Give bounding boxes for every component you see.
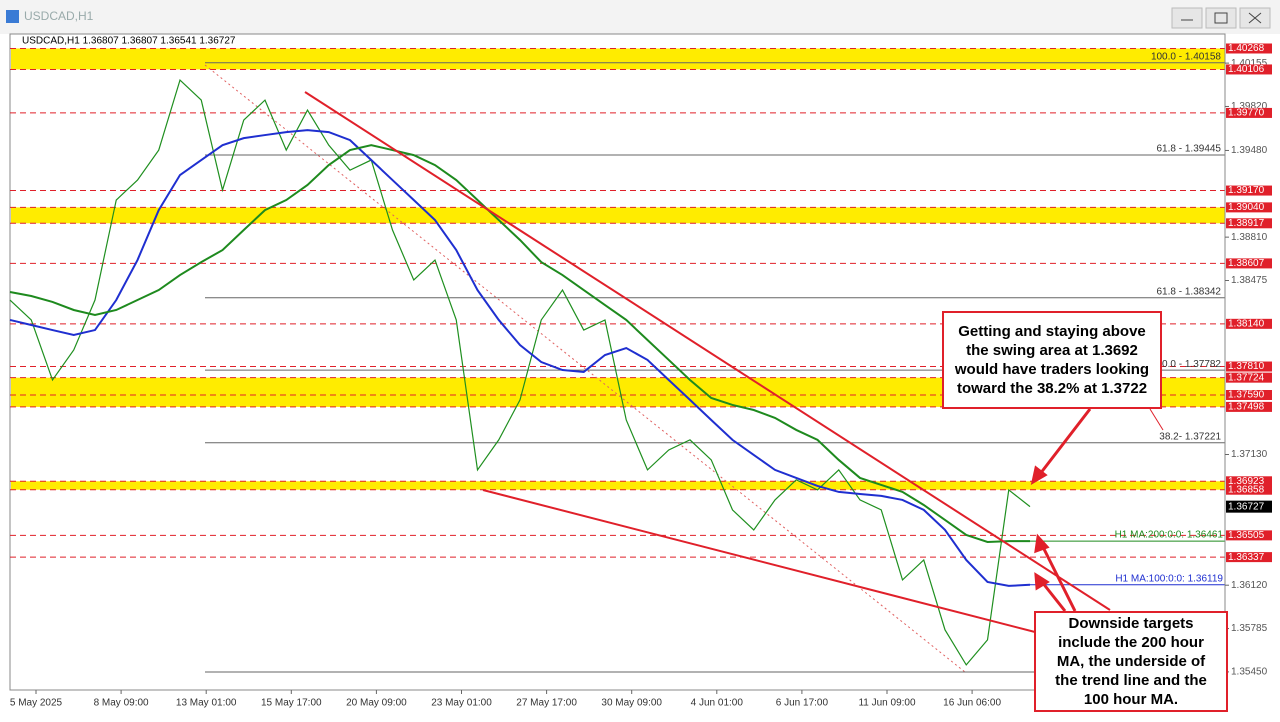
level-tag	[1226, 372, 1272, 383]
x-tick-label: 8 May 09:00	[94, 698, 149, 709]
x-tick-label: 16 Jun 06:00	[943, 698, 1001, 709]
level-label: 1.40268	[1228, 43, 1265, 54]
arrow-head	[1034, 572, 1050, 591]
zone	[11, 48, 1225, 70]
y-tick-label: 1.36120	[1231, 580, 1268, 591]
zone	[11, 207, 1225, 224]
annotation: Getting and staying above the swing area…	[942, 311, 1162, 409]
arrow-head	[1034, 533, 1050, 554]
arrow	[1040, 544, 1077, 612]
axis-layer: 1.40155 1.39820 1.39480 1.38810 1.38475 1.371…	[10, 43, 1272, 709]
level-tag	[1226, 318, 1272, 329]
arrow	[1040, 581, 1067, 612]
legend-label: H1 MA:100:0:0: 1.36119	[1115, 573, 1223, 584]
y-tick-label: 1.37130	[1231, 449, 1268, 460]
zone	[11, 481, 1225, 490]
title-bar	[0, 0, 1280, 34]
level-tag	[1226, 552, 1272, 563]
level-label: 1.36858	[1228, 484, 1265, 495]
x-tick-label: 23 May 01:00	[431, 698, 492, 709]
level-tag	[1226, 43, 1272, 54]
level-label: 1.39040	[1228, 202, 1265, 213]
level-label: 1.40106	[1228, 64, 1265, 75]
chart-header: USDCAD,H1 1.36807 1.36807 1.36541 1.3672…	[22, 36, 236, 47]
fib-label: 50.0 - 1.37782	[1157, 359, 1222, 370]
fib-label: 100.0 - 1.40158	[1151, 51, 1221, 62]
app-icon	[6, 10, 19, 23]
maximize-icon	[1214, 12, 1228, 24]
level-tag	[1226, 107, 1272, 118]
level-label: 1.37810	[1228, 361, 1265, 372]
level-tag	[1226, 218, 1272, 229]
x-tick-label: 15 May 17:00	[261, 698, 322, 709]
level-label: 1.36337	[1228, 552, 1265, 563]
annotation: Downside targets include the 200 hour MA…	[1034, 611, 1228, 712]
level-label: 1.38140	[1228, 318, 1265, 329]
ma-line	[9, 144, 1030, 543]
y-tick-label: 1.39820	[1231, 101, 1268, 112]
level-tag	[1226, 64, 1272, 75]
x-tick-label: 13 May 01:00	[176, 698, 237, 709]
level-label: 1.36923	[1228, 476, 1265, 487]
current-price-label: 1.36727	[1228, 501, 1265, 512]
fib-label: 38.2- 1.37221	[1159, 431, 1221, 442]
y-tick-label: 1.35785	[1231, 623, 1268, 634]
level-tag	[1226, 185, 1272, 196]
x-tick-label: 30 May 09:00	[601, 698, 662, 709]
fib-diagonal	[204, 64, 966, 673]
level-tag	[1226, 258, 1272, 269]
level-label: 1.38917	[1228, 218, 1265, 229]
level-tag	[1226, 202, 1272, 213]
level-tag	[1226, 530, 1272, 541]
level-tag	[1226, 476, 1272, 487]
x-tick-label: 27 May 17:00	[516, 698, 577, 709]
level-tag	[1226, 389, 1272, 400]
level-tag	[1226, 361, 1272, 372]
fib-label: 61.8 - 1.39445	[1157, 144, 1222, 155]
close-icon	[1248, 12, 1262, 24]
x-tick-label: 4 Jun 01:00	[691, 698, 744, 709]
price-line	[9, 78, 1031, 666]
series-layer: H1 MA:100:0:0: 1.36119 H1 MA:200:0:0: 1.3…	[9, 78, 1225, 666]
fib-label: 61.8 - 1.38342	[1157, 286, 1222, 297]
y-tick-label: 1.35450	[1231, 667, 1268, 678]
arrow	[1038, 408, 1092, 475]
x-tick-label: 20 May 09:00	[346, 698, 407, 709]
upper-trend-line	[304, 91, 1111, 611]
x-tick-label: 11 Jun 09:00	[858, 698, 916, 709]
y-tick-label: 1.38475	[1231, 275, 1268, 286]
ma-line	[9, 129, 1031, 587]
x-tick-label: 5 May 2025	[10, 698, 63, 709]
arrow-head	[1030, 465, 1048, 486]
legend-label: H1 MA:200:0:0: 1.36461	[1115, 530, 1224, 541]
current-price-tag	[1226, 500, 1272, 513]
level-label: 1.37724	[1228, 372, 1265, 383]
level-label: 1.39170	[1228, 185, 1265, 196]
level-label: 1.38607	[1228, 258, 1265, 269]
level-label: 1.36505	[1228, 530, 1265, 541]
lower-trend-line	[482, 489, 1036, 633]
x-tick-label: 6 Jun 17:00	[776, 698, 829, 709]
y-tick-label: 1.39480	[1231, 145, 1268, 156]
minimize-button[interactable]	[1171, 7, 1203, 29]
arrow	[1149, 408, 1164, 431]
level-label: 1.37498	[1228, 402, 1265, 413]
level-label: 1.37590	[1228, 390, 1265, 401]
maximize-button[interactable]	[1205, 7, 1237, 29]
level-tag	[1226, 401, 1272, 412]
level-label: 1.39770	[1228, 108, 1265, 119]
level-tag	[1226, 484, 1272, 495]
y-tick-label: 1.40155	[1231, 58, 1268, 69]
plot-area	[9, 33, 1226, 691]
y-tick-label: 1.38810	[1231, 232, 1268, 243]
window-title: USDCAD,H1	[24, 9, 94, 23]
